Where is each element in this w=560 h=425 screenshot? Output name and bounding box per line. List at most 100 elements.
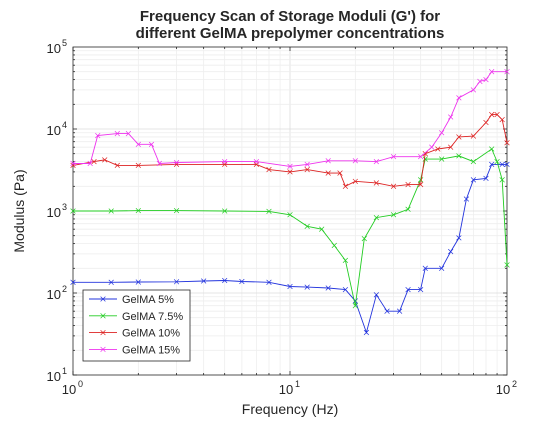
data-point-gelma-15 <box>470 87 477 93</box>
data-point-gelma-15 <box>429 144 435 150</box>
axis-ticks: 10 0 10 1 10 210 110 210 310 410 5 <box>47 38 517 397</box>
data-point-gelma-5 <box>489 161 495 168</box>
data-point-gelma-5 <box>373 292 380 298</box>
data-point-gelma-5 <box>384 308 390 314</box>
legend-swatch-marker-gelma-7-5 <box>100 313 106 319</box>
data-point-gelma-15 <box>417 154 424 160</box>
legend-label-gelma-10: GelMA 10% <box>122 328 180 340</box>
legend-swatch-marker-gelma-15 <box>100 346 106 353</box>
data-point-gelma-5 <box>173 279 180 285</box>
grid <box>73 47 507 375</box>
data-point-gelma-15 <box>95 132 101 139</box>
y-tick-label: 10 <box>47 41 61 56</box>
data-point-gelma-15 <box>504 69 510 75</box>
data-point-gelma-5 <box>463 196 470 202</box>
data-point-gelma-5 <box>239 278 245 285</box>
data-point-gelma-10 <box>114 162 120 169</box>
data-point-gelma-5 <box>222 277 228 284</box>
x-tick-label-exponent: 1 <box>295 379 300 389</box>
data-point-gelma-7-5 <box>342 257 349 264</box>
data-point-gelma-15 <box>287 163 293 170</box>
data-point-gelma-7-5 <box>489 146 495 152</box>
data-point-gelma-10 <box>337 170 343 176</box>
data-point-gelma-5 <box>499 161 505 168</box>
data-point-gelma-7-5 <box>405 206 411 212</box>
data-point-gelma-10 <box>405 181 411 188</box>
series-layer <box>70 69 510 336</box>
data-point-gelma-15 <box>125 130 132 137</box>
data-point-gelma-15 <box>304 161 310 168</box>
data-point-gelma-5 <box>342 286 349 293</box>
data-point-gelma-5 <box>470 177 477 183</box>
data-point-gelma-5 <box>448 248 454 255</box>
x-tick-label: 10 <box>279 382 293 397</box>
x-tick-label: 10 <box>62 382 76 397</box>
data-point-gelma-15 <box>373 158 380 165</box>
y-tick-label: 10 <box>47 205 61 220</box>
data-point-gelma-7-5 <box>108 208 114 214</box>
data-point-gelma-7-5 <box>390 212 397 218</box>
legend: GelMA 5% GelMA 7.5% GelMA 10% GelMA 15% <box>82 289 191 362</box>
data-point-gelma-10 <box>448 144 454 150</box>
data-point-gelma-15 <box>352 158 358 164</box>
y-axis-label: Modulus (Pa) <box>11 169 27 252</box>
data-point-gelma-15 <box>87 160 93 167</box>
data-point-gelma-5 <box>287 283 293 290</box>
data-point-gelma-7-5 <box>504 262 510 268</box>
data-point-gelma-15 <box>156 160 163 167</box>
data-point-gelma-10 <box>470 133 477 139</box>
data-point-gelma-7-5 <box>373 214 380 221</box>
data-point-gelma-10 <box>504 140 510 146</box>
data-point-gelma-7-5 <box>173 207 180 214</box>
legend-label-gelma-15: GelMA 15% <box>122 344 180 356</box>
data-point-gelma-5 <box>304 284 310 290</box>
data-point-gelma-10 <box>499 117 505 123</box>
data-point-gelma-15 <box>114 130 120 137</box>
data-point-gelma-5 <box>135 279 141 285</box>
series-gelma-5 <box>70 161 510 336</box>
data-point-gelma-15 <box>325 158 331 164</box>
x-tick-label-exponent: 2 <box>512 379 517 389</box>
data-point-gelma-5 <box>325 285 331 291</box>
data-point-gelma-7-5 <box>417 177 424 183</box>
data-point-gelma-5 <box>200 278 207 284</box>
legend-label-gelma-7-5: GelMA 7.5% <box>122 311 183 323</box>
data-point-gelma-10 <box>373 180 380 186</box>
data-point-gelma-10 <box>304 166 310 173</box>
y-tick-label-exponent: 1 <box>62 366 67 376</box>
y-tick-label: 10 <box>47 123 61 138</box>
y-tick-label-exponent: 3 <box>62 202 67 212</box>
data-point-gelma-15 <box>148 141 155 147</box>
legend-label-gelma-5: GelMA 5% <box>122 294 174 306</box>
data-point-gelma-7-5 <box>439 156 445 162</box>
x-tick-label-exponent: 0 <box>78 379 83 389</box>
chart-title-line-2: different GelMA prepolymer concentration… <box>136 25 445 42</box>
data-point-gelma-7-5 <box>456 153 462 159</box>
data-point-gelma-7-5 <box>319 226 325 232</box>
data-point-gelma-7-5 <box>499 177 505 183</box>
data-point-gelma-10 <box>352 178 358 184</box>
data-point-gelma-15 <box>253 158 260 165</box>
data-point-gelma-7-5 <box>470 158 477 165</box>
y-tick-label: 10 <box>47 369 61 384</box>
data-point-gelma-7-5 <box>331 242 337 249</box>
data-point-gelma-5 <box>439 265 445 271</box>
data-point-gelma-10 <box>422 151 428 157</box>
data-point-gelma-15 <box>222 158 228 165</box>
data-point-gelma-10 <box>417 181 424 188</box>
data-point-gelma-15 <box>456 95 462 101</box>
series-gelma-15 <box>70 69 510 170</box>
data-point-gelma-10 <box>287 169 293 175</box>
data-point-gelma-10 <box>489 111 495 118</box>
data-point-gelma-7-5 <box>135 207 141 214</box>
data-point-gelma-10 <box>435 146 441 152</box>
data-point-gelma-10 <box>325 170 331 176</box>
data-point-gelma-10 <box>135 162 141 169</box>
data-point-gelma-5 <box>396 308 403 314</box>
y-tick-label-exponent: 5 <box>62 38 67 48</box>
data-point-gelma-7-5 <box>70 208 76 214</box>
data-point-gelma-15 <box>489 69 495 75</box>
data-point-gelma-7-5 <box>287 212 293 218</box>
data-point-gelma-7-5 <box>361 236 367 242</box>
